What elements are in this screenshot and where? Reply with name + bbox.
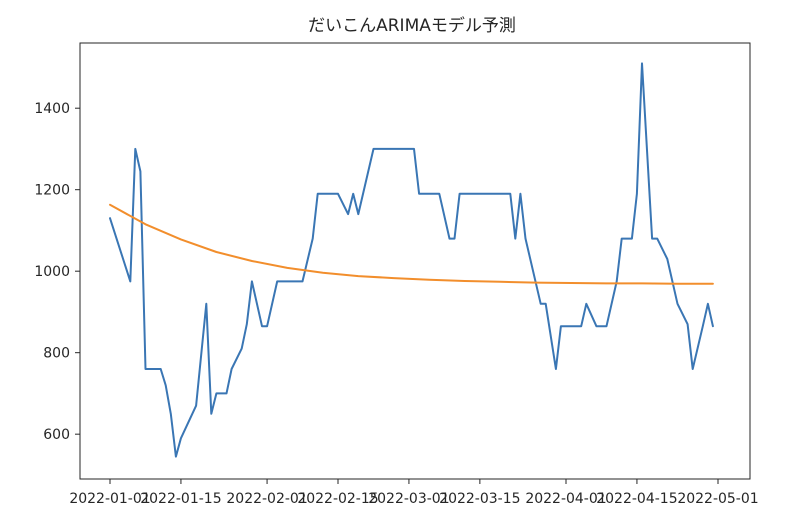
x-tick-label: 2022-03-01 xyxy=(368,491,449,507)
actual-series-line xyxy=(109,62,714,458)
x-tick-label: 2022-01-15 xyxy=(140,491,221,507)
y-tick-label: 1400 xyxy=(34,101,70,117)
x-tick-label: 2022-01-01 xyxy=(69,491,150,507)
y-tick-label: 800 xyxy=(43,346,70,362)
y-axis: 600 800 1000 1200 1400 xyxy=(34,101,80,443)
x-tick-label: 2022-02-15 xyxy=(297,491,378,507)
x-tick-label: 2022-04-15 xyxy=(596,491,677,507)
x-tick-label: 2022-02-01 xyxy=(226,491,307,507)
forecast-series-line xyxy=(109,203,714,285)
y-tick-label: 1200 xyxy=(34,183,70,199)
series-layer xyxy=(109,62,714,458)
x-tick-label: 2022-04-01 xyxy=(525,491,606,507)
x-tick-label: 2022-05-01 xyxy=(677,491,758,507)
y-tick-label: 1000 xyxy=(34,264,70,280)
plot-area-frame xyxy=(79,42,751,480)
x-tick-label: 2022-03-15 xyxy=(439,491,520,507)
chart-title: だいこんARIMAモデル予測 xyxy=(308,15,516,36)
y-tick-label: 600 xyxy=(43,427,70,443)
